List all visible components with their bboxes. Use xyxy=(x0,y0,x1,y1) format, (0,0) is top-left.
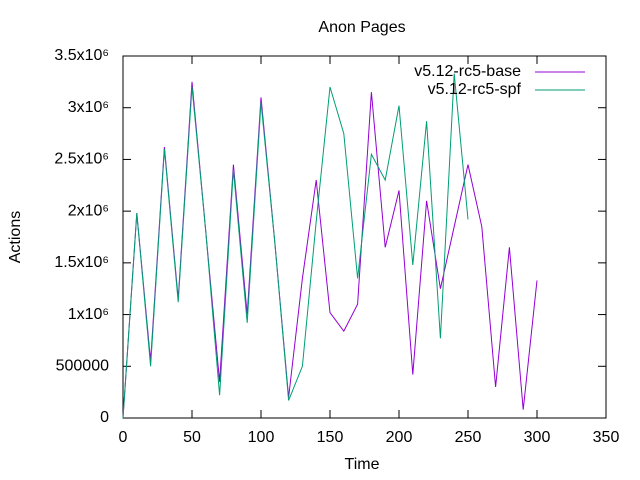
legend-label: v5.12-rc5-spf xyxy=(428,81,522,98)
chart-title: Anon Pages xyxy=(318,19,405,36)
y-tick-label: 2.5x10⁶ xyxy=(54,151,109,168)
x-axis-label: Time xyxy=(345,456,380,473)
series-line xyxy=(122,73,469,419)
series-line xyxy=(122,81,538,419)
x-tick-label: 200 xyxy=(386,429,413,446)
y-tick-label: 3x10⁶ xyxy=(68,99,109,116)
y-tick-label: 2x10⁶ xyxy=(68,202,109,219)
y-tick-label: 500000 xyxy=(56,358,109,375)
y-tick-label: 1.5x10⁶ xyxy=(54,254,109,271)
x-tick-label: 350 xyxy=(593,429,620,446)
y-tick-label: 1x10⁶ xyxy=(68,306,109,323)
legend-label: v5.12-rc5-base xyxy=(414,63,521,80)
x-tick-label: 250 xyxy=(455,429,482,446)
y-tick-label: 3.5x10⁶ xyxy=(54,47,109,64)
x-tick-label: 150 xyxy=(317,429,344,446)
y-axis-label: Actions xyxy=(7,211,24,263)
x-tick-label: 50 xyxy=(183,429,201,446)
x-tick-label: 300 xyxy=(524,429,551,446)
x-tick-label: 100 xyxy=(248,429,275,446)
x-tick-label: 0 xyxy=(119,429,128,446)
plot-frame xyxy=(122,55,607,419)
y-tick-label: 0 xyxy=(100,409,109,426)
